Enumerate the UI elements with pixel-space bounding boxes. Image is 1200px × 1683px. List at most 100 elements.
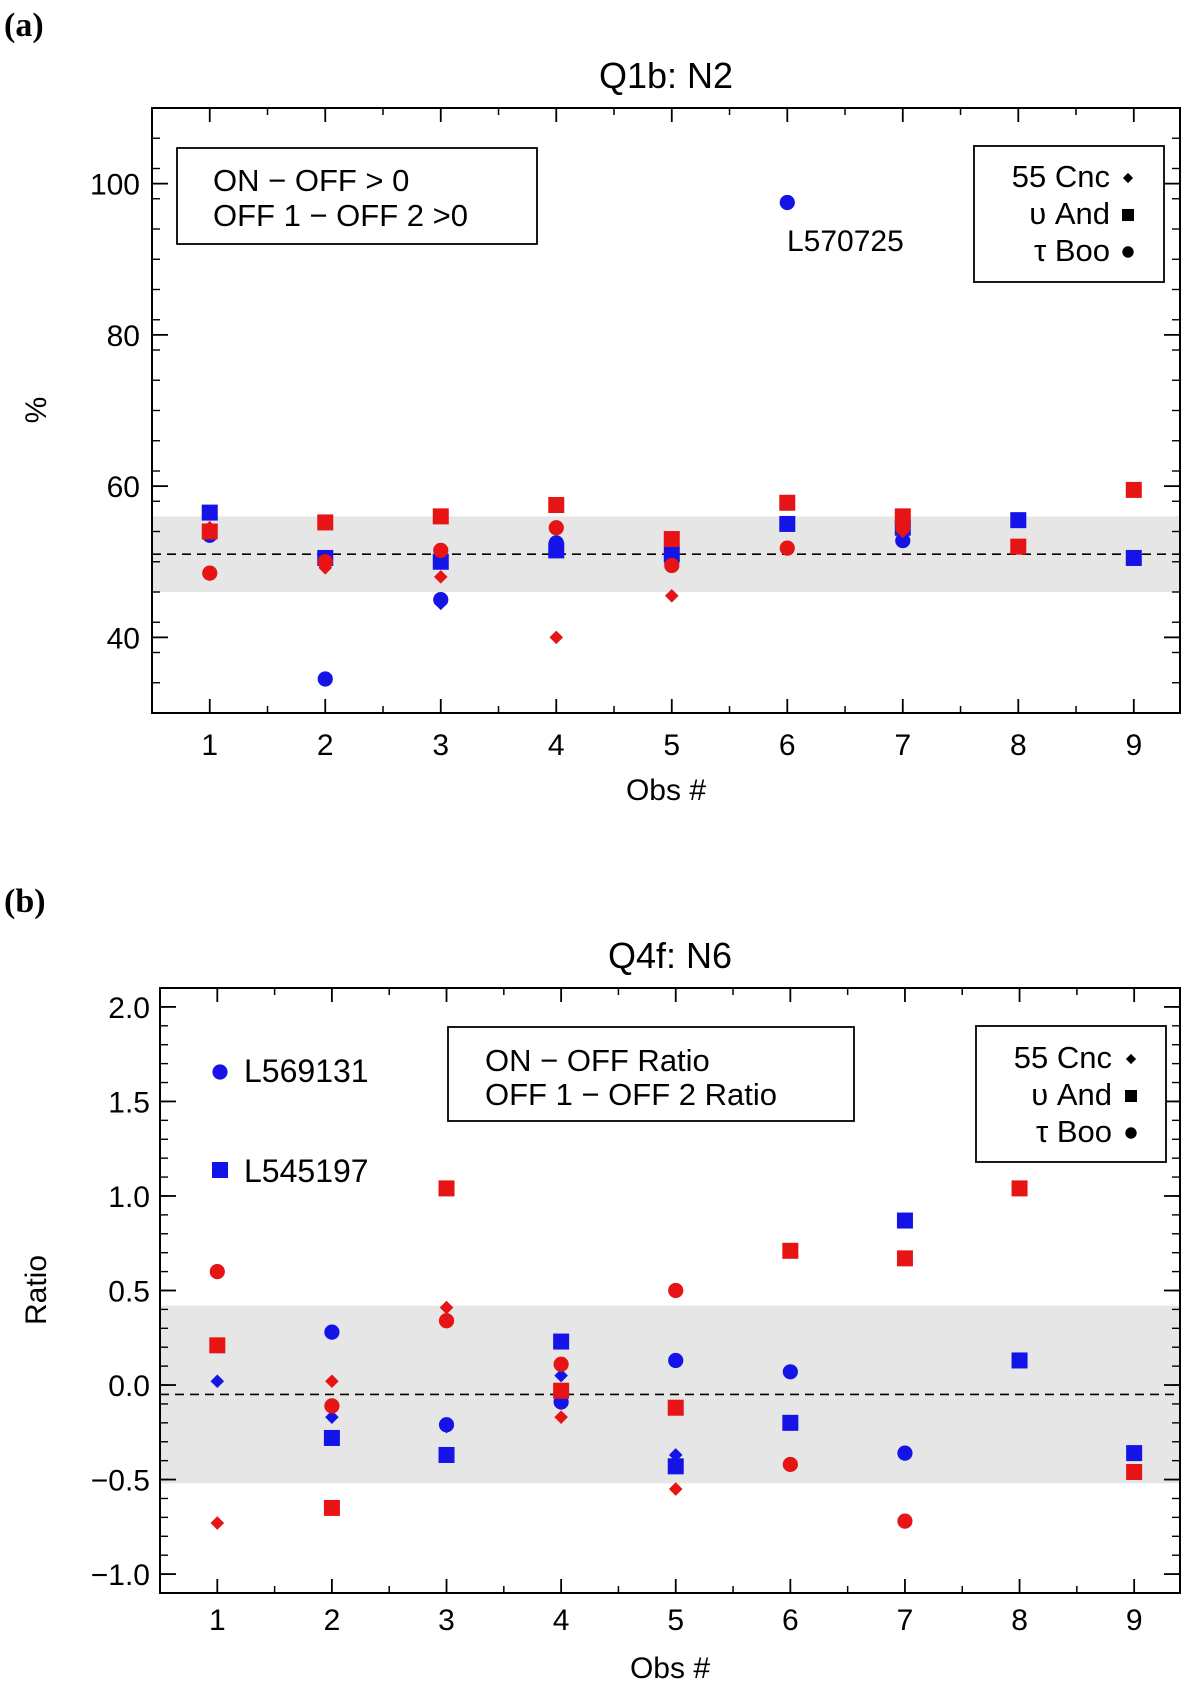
legend-square-icon (1125, 1090, 1137, 1102)
data-point-red-square (896, 1250, 913, 1267)
marker-legend-entry: τ Boo (1034, 233, 1110, 268)
data-point-blue-square (1010, 512, 1027, 529)
y-tick-label: 0.0 (108, 1370, 150, 1403)
x-axis-label: Obs # (626, 774, 706, 807)
data-point-blue-square (1126, 1445, 1143, 1462)
legend-circle-icon (1122, 246, 1134, 258)
data-point-red-circle (668, 1282, 684, 1299)
annotation-label: L570725 (787, 225, 904, 258)
data-point-red-diamond (668, 1482, 683, 1496)
marker-legend-entry: υ And (1029, 196, 1110, 231)
y-tick-label: −0.5 (91, 1465, 150, 1498)
y-tick-label: 40 (107, 622, 140, 655)
y-tick-label: 1.5 (108, 1086, 150, 1119)
y-tick-label: −1.0 (91, 1559, 150, 1592)
x-tick-label: 9 (1125, 729, 1142, 762)
color-legend-entry: OFF 1 − OFF 2 Ratio (485, 1077, 777, 1112)
x-tick-label: 8 (1011, 1604, 1028, 1637)
data-point-red-circle (324, 1398, 340, 1414)
data-point-red-circle (548, 520, 564, 536)
panel-a: 1 2 3 4 5 6 7 8 9 40 60 80 100 (a) Q1b: N2 Obs #% ON − O… (4, 7, 1181, 807)
data-point-red-square (667, 1399, 684, 1416)
data-point-red-diamond (210, 1516, 225, 1530)
data-point-red-square (201, 523, 218, 540)
panel-label: (b) (4, 883, 46, 920)
x-tick-label: 2 (317, 729, 334, 762)
x-tick-label: 9 (1126, 1604, 1143, 1637)
data-point-red-circle (202, 565, 218, 581)
color-legend-entry: ON − OFF Ratio (485, 1043, 710, 1078)
data-point-red-circle (895, 520, 911, 536)
data-point-blue-diamond (668, 1448, 683, 1462)
data-point-red-diamond (549, 630, 564, 645)
data-point-blue-diamond (554, 1368, 568, 1383)
y-tick-label: 80 (107, 320, 140, 353)
annotation-square-marker (212, 1162, 228, 1178)
y-tick-label: 0.5 (108, 1276, 150, 1309)
data-point-blue-circle (438, 1417, 455, 1433)
data-point-blue-circle (317, 671, 333, 687)
marker-legend-entry: τ Boo (1036, 1114, 1112, 1149)
color-legend-entry: OFF 1 − OFF 2 >0 (213, 198, 468, 233)
legend-circle-icon (1125, 1127, 1137, 1139)
data-point-red-square (432, 508, 449, 525)
data-point-red-square (1010, 538, 1027, 555)
x-tick-label: 6 (782, 1604, 799, 1637)
data-point-red-diamond (325, 1374, 339, 1389)
marker-legend-entry: υ And (1031, 1077, 1112, 1112)
data-point-blue-square (896, 1212, 913, 1229)
data-point-red-square (548, 497, 565, 514)
data-point-red-diamond (554, 1410, 568, 1424)
data-point-blue-circle (779, 194, 795, 211)
x-tick-label: 5 (663, 729, 680, 762)
data-point-blue-diamond (210, 1374, 225, 1389)
data-point-blue-square (1125, 549, 1142, 566)
data-point-red-circle (433, 542, 449, 559)
legend-diamond-icon (1125, 1053, 1137, 1065)
y-tick-label: 60 (107, 471, 140, 504)
data-point-red-square (317, 514, 334, 531)
annotation-circle-marker (212, 1064, 228, 1080)
x-tick-label: 1 (201, 729, 218, 762)
data-point-blue-square (432, 553, 449, 570)
data-point-red-square (894, 508, 911, 525)
data-point-blue-circle (668, 1352, 684, 1369)
marker-legend-entry: 55 Cnc (1014, 1040, 1112, 1075)
data-point-blue-circle (897, 1445, 913, 1461)
data-point-red-square (1011, 1180, 1028, 1197)
color-legend-box (176, 147, 538, 245)
chart-title: Q4f: N6 (608, 935, 732, 976)
x-tick-label: 3 (438, 1604, 455, 1637)
data-point-blue-square (667, 1458, 684, 1475)
data-point-blue-circle (895, 532, 911, 549)
x-tick-label: 6 (779, 729, 796, 762)
data-point-blue-diamond (325, 1410, 339, 1424)
x-tick-label: 4 (548, 729, 565, 762)
panel-label: (a) (4, 7, 44, 44)
data-point-blue-circle (433, 591, 449, 608)
x-tick-label: 8 (1010, 729, 1027, 762)
color-legend-box (447, 1026, 855, 1122)
data-point-red-square (438, 1180, 455, 1197)
y-tick-label: 1.0 (108, 1181, 150, 1214)
panel-b: 1 2 3 4 5 6 7 8 9 −1.0 −0.5 0.0 0.5 1.0 1.5 2.0 (b) Q4f: … (4, 883, 1181, 1683)
data-point-blue-circle (324, 1324, 340, 1340)
data-point-blue-square (553, 1333, 570, 1350)
data-point-blue-square (1011, 1352, 1028, 1369)
x-tick-label: 2 (324, 1604, 341, 1637)
data-point-red-circle (779, 540, 795, 556)
color-legend-entry: ON − OFF > 0 (213, 163, 409, 198)
data-point-red-square (1125, 481, 1142, 498)
data-point-red-diamond (664, 588, 679, 603)
data-point-red-diamond (439, 1300, 454, 1315)
data-point-blue-square (782, 1414, 799, 1431)
data-point-blue-circle (782, 1364, 798, 1380)
data-point-red-circle (209, 1263, 225, 1280)
data-point-red-square (782, 1242, 799, 1259)
data-point-red-circle (897, 1513, 913, 1529)
y-axis-label: % (20, 397, 53, 424)
annotation-label: L569131 (244, 1053, 369, 1089)
x-tick-label: 7 (894, 729, 911, 762)
data-point-red-square (1126, 1464, 1143, 1480)
